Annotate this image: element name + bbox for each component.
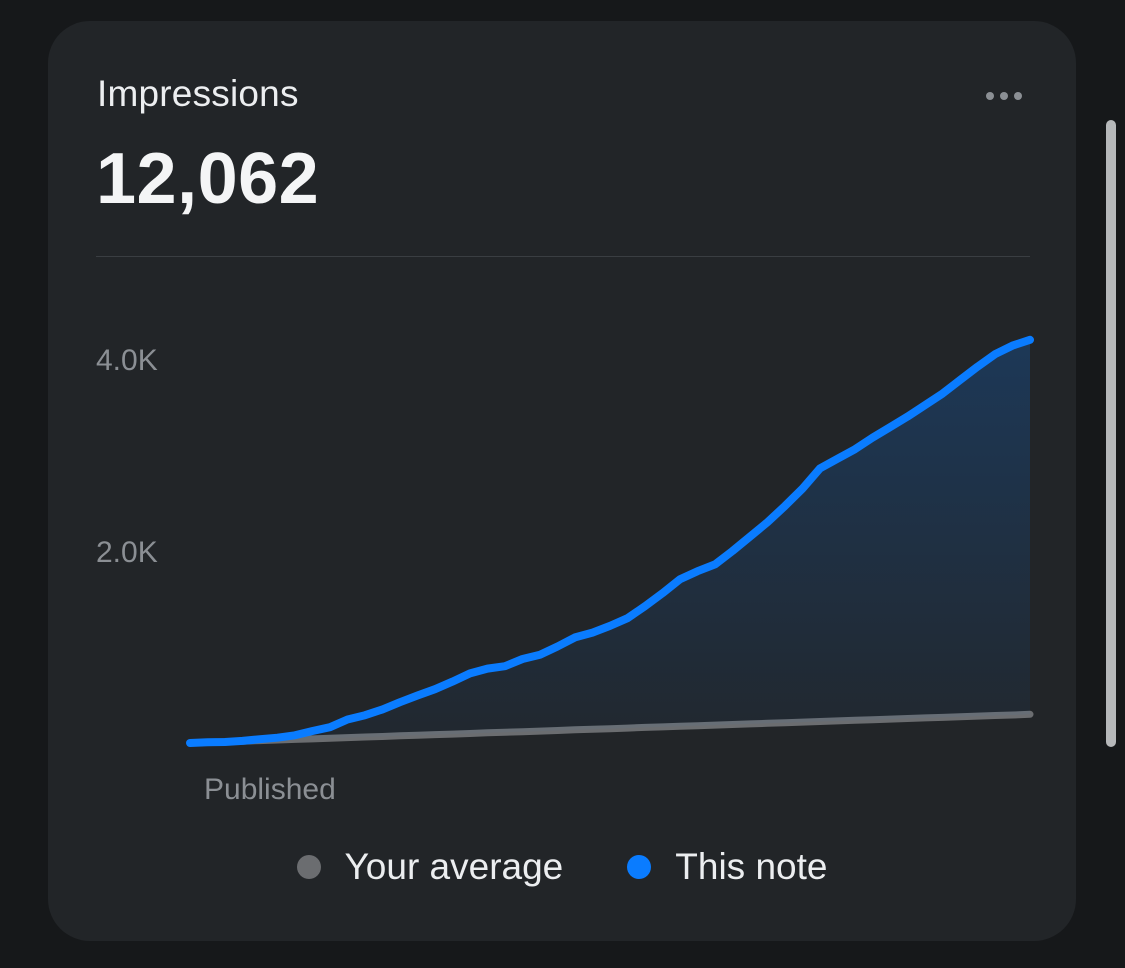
legend-swatch-this-note — [627, 855, 652, 879]
card-title: Impressions — [97, 73, 299, 114]
impressions-chart: 4.0K 2.0K Published — [96, 335, 1034, 806]
chart-legend: Your average This note — [48, 846, 1076, 888]
y-tick-label: 4.0K — [96, 344, 158, 377]
series-line-this-note — [186, 335, 1034, 747]
legend-swatch-your-average — [296, 855, 321, 879]
impressions-card: Impressions 12,062 4.0K 2.0K Published Yo… — [48, 21, 1076, 941]
y-tick-label: 2.0K — [96, 536, 158, 569]
x-tick-label: Published — [204, 773, 336, 806]
legend-label-this-note: This note — [675, 846, 828, 887]
ellipsis-dot — [986, 92, 994, 100]
series-area-this-note — [190, 339, 1030, 743]
ellipsis-dot — [1000, 92, 1008, 100]
legend-item-your-average[interactable]: Your average — [296, 846, 564, 888]
impressions-total: 12,062 — [96, 139, 320, 219]
ellipsis-dot — [1014, 92, 1022, 100]
scrollbar[interactable] — [1106, 120, 1116, 747]
legend-item-this-note[interactable]: This note — [627, 846, 827, 888]
legend-label-your-average: Your average — [344, 846, 564, 887]
ellipsis-icon[interactable] — [976, 81, 1032, 111]
header-divider — [96, 256, 1030, 257]
